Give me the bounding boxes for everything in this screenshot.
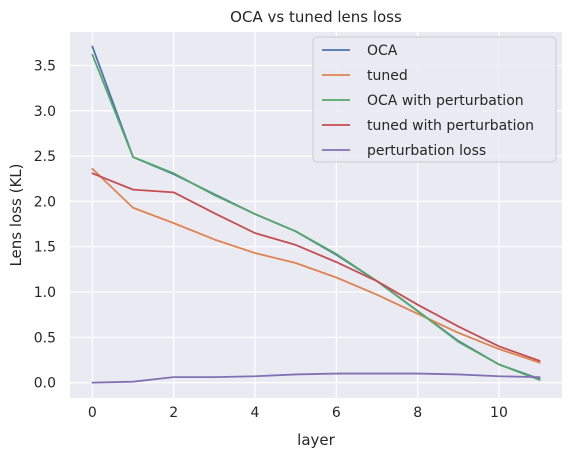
legend-label: OCA bbox=[367, 43, 398, 59]
x-tick-label: 8 bbox=[413, 405, 422, 421]
x-axis-label: layer bbox=[297, 431, 335, 449]
legend-label: tuned bbox=[367, 68, 408, 84]
x-tick-label: 2 bbox=[169, 405, 178, 421]
legend: OCA tuned OCA with perturbation tuned with … bbox=[312, 36, 557, 163]
series-line-2 bbox=[91, 53, 541, 381]
series-lines bbox=[91, 45, 541, 384]
x-tick-label: 6 bbox=[332, 405, 341, 421]
series-line-4 bbox=[91, 372, 541, 384]
x-tick-label: 4 bbox=[251, 405, 260, 421]
legend-box bbox=[312, 36, 557, 163]
y-tick-label: 3.5 bbox=[34, 59, 56, 75]
legend-label: OCA with perturbation bbox=[367, 93, 524, 109]
y-tick-label: 0.5 bbox=[34, 330, 56, 346]
legend-label: tuned with perturbation bbox=[367, 118, 534, 134]
y-tick-label: 0.0 bbox=[34, 376, 56, 392]
series-line-3 bbox=[91, 172, 541, 362]
y-tick-label: 2.5 bbox=[34, 149, 56, 165]
y-tick-label: 1.0 bbox=[34, 285, 56, 301]
x-tick-label: 0 bbox=[88, 405, 97, 421]
y-tick-label: 1.5 bbox=[34, 240, 56, 256]
x-tick-label: 10 bbox=[490, 405, 508, 421]
legend-label: perturbation loss bbox=[367, 143, 486, 159]
y-tick-label: 2.0 bbox=[34, 194, 56, 210]
y-tick-label: 3.0 bbox=[34, 104, 56, 120]
tick-labels: 0 2 4 6 8 10 0.0 0.5 1.0 1.5 2.0 2.5 3.0 3.5 bbox=[34, 59, 508, 421]
chart-title: OCA vs tuned lens loss bbox=[230, 8, 402, 26]
series-line-1 bbox=[91, 167, 541, 364]
y-axis-label: Lens loss (KL) bbox=[7, 163, 25, 266]
